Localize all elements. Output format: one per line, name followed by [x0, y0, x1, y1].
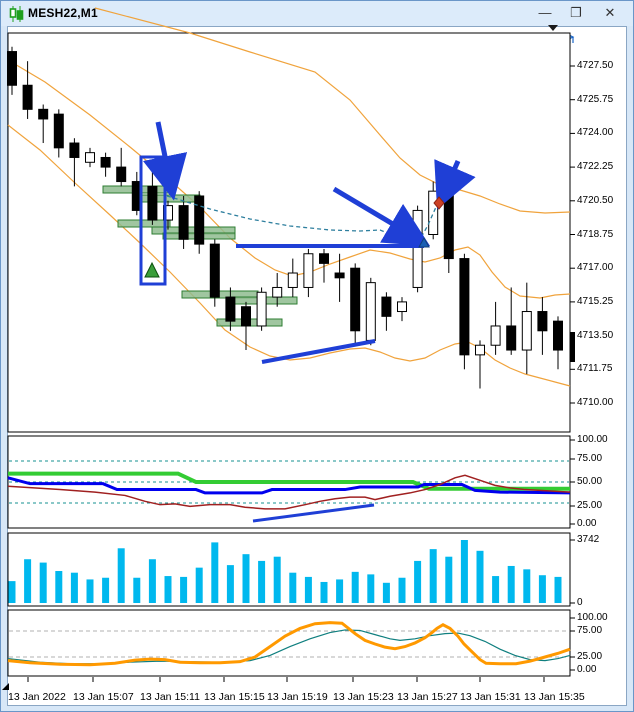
point-label-2: 2 [227, 227, 235, 242]
minimize-button[interactable]: — [538, 5, 552, 20]
time-axis-label: 13 Jan 15:11 [140, 691, 200, 703]
stoch-axis-label: 75.00 [577, 625, 603, 636]
stoch-axis-label: 100.00 [577, 612, 608, 623]
time-axis-label: 13 Jan 15:23 [333, 691, 394, 703]
price-axis-label: 4713.50 [577, 329, 614, 341]
annotation-exit-note: Выход обоими под верхней ИТОГО: +3,75 [465, 126, 558, 174]
signal-axis-label: 100.00 [577, 434, 608, 445]
close-button[interactable]: ✕ [604, 5, 616, 20]
price-axis-label: 4720.50 [577, 194, 614, 206]
stoch-axis-label: 0.00 [577, 664, 597, 675]
maximize-button[interactable]: ❐ [570, 5, 582, 20]
signal-panel-title: Signal3TF 36.44 28.61 41.76 [12, 439, 148, 451]
volumes-panel-title: Volumes 207 [12, 536, 73, 548]
volumes-axis-label: 0 [577, 597, 583, 608]
point-label-3: 3 [361, 344, 369, 359]
price-axis-label: 4725.75 [577, 93, 614, 105]
price-axis-label: 4722.25 [577, 161, 614, 173]
quotes-list-icon[interactable] [13, 36, 28, 49]
signal-axis-label: 25.00 [577, 500, 603, 511]
price-axis-label: 4715.25 [577, 295, 614, 307]
time-axis-label: 13 Jan 15:35 [524, 691, 585, 703]
time-axis-label: 13 Jan 2022 [8, 691, 66, 703]
bar-chart-icon[interactable] [31, 36, 47, 49]
chart-header-symbol: MESH22, M1: Micro E-mini S&P 500 ($5): M… [52, 36, 318, 48]
price-axis-label: 4718.75 [577, 228, 614, 240]
signal-axis-label: 75.00 [577, 453, 603, 464]
point-label-1: 1 [243, 357, 251, 372]
label-hp: НР [294, 386, 313, 401]
price-axis-label: 4710.00 [577, 397, 614, 408]
ea-badge-label: xsScalpTick [491, 33, 550, 45]
volumes-axis-label: 3742 [577, 534, 600, 545]
time-axis-label: 13 Jan 15:19 [267, 691, 328, 703]
signal-axis-label: 0.00 [577, 518, 597, 529]
chart-window-icon [9, 6, 24, 22]
graduation-cap-icon [555, 32, 575, 46]
time-axis-label: 13 Jan 15:27 [397, 691, 458, 703]
time-axis-label: 13 Jan 15:07 [73, 691, 134, 703]
window-title: MESH22,M1 [28, 6, 98, 20]
price-axis-label: 4727.50 [577, 60, 614, 71]
title-bar[interactable]: MESH22,M1 — ❐ ✕ [1, 1, 633, 26]
annotation-averaging-note: Усреднение на пробое точки 2 НР [277, 142, 379, 190]
signal-axis-label: 50.00 [577, 476, 603, 487]
stoch-panel-title: Stoch(5,4,3) 84.52 77.64 [12, 612, 128, 624]
annotation-buy-note: Покупка после сигнала отклонения (с опоз… [122, 80, 292, 111]
price-axis-label: 4724.00 [577, 127, 614, 139]
dropdown-triangle-icon[interactable] [548, 25, 559, 32]
time-axis-label: 13 Jan 15:31 [460, 691, 521, 703]
price-axis-label: 4711.75 [577, 363, 613, 375]
price-axis-label: 4717.00 [577, 262, 614, 274]
stoch-axis-label: 25.00 [577, 651, 603, 662]
time-axis-label: 13 Jan 15:15 [204, 691, 265, 703]
